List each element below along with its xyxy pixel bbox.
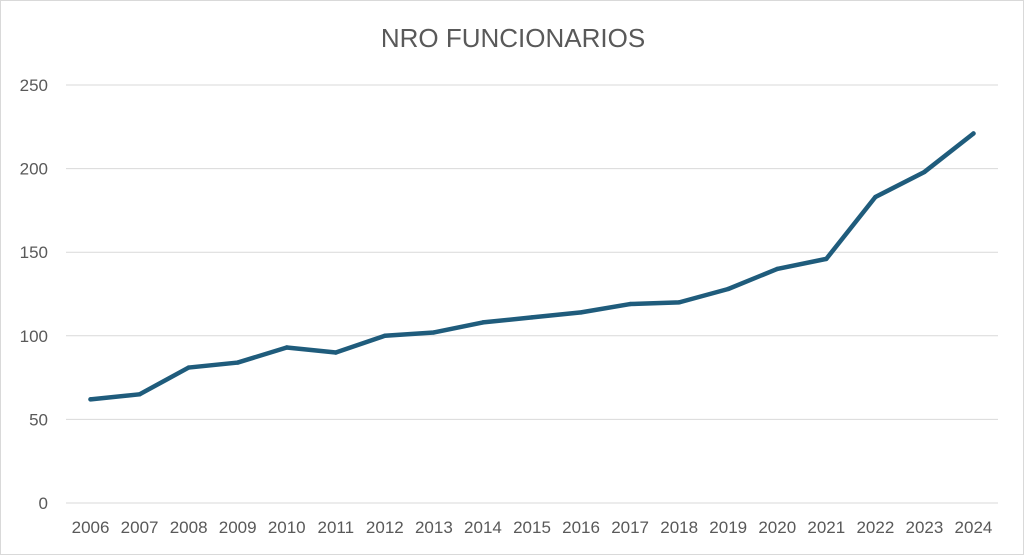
y-axis: 0 50 100 150 200 250 [20,76,48,513]
y-tick-label: 0 [39,494,48,513]
x-tick-label: 2009 [219,518,257,537]
chart-title: NRO FUNCIONARIOS [381,23,645,53]
data-point [88,397,93,402]
data-point [726,286,731,292]
x-tick-label: 2008 [170,518,208,537]
gridlines [66,84,998,504]
data-point [971,131,976,136]
x-tick-label: 2006 [72,518,110,537]
data-point [137,392,142,397]
y-tick-label: 200 [20,160,48,179]
x-tick-label: 2012 [366,518,404,537]
data-point [922,169,927,175]
x-tick-label: 2022 [856,518,894,537]
data-point [186,365,191,370]
x-tick-label: 2016 [562,518,600,537]
x-tick-label: 2021 [807,518,845,537]
data-point [235,360,240,365]
x-tick-label: 2013 [415,518,453,537]
series-layer [88,131,976,402]
x-tick-label: 2019 [709,518,747,537]
x-tick-label: 2015 [513,518,551,537]
x-tick-label: 2017 [611,518,649,537]
data-point [627,301,633,307]
x-tick-label: 2007 [121,518,159,537]
x-tick-label: 2018 [660,518,698,537]
data-point [480,320,486,325]
data-point [529,315,535,320]
x-tick-label: 2010 [268,518,306,537]
data-point [676,300,682,305]
x-tick-label: 2011 [318,518,355,537]
series-line [88,131,976,402]
data-point [775,266,780,272]
y-tick-label: 100 [20,327,48,346]
y-tick-label: 150 [20,243,48,262]
x-tick-label: 2014 [464,518,502,537]
data-point [431,330,437,335]
x-tick-label: 2024 [955,518,993,537]
x-axis: 2006 2007 2008 2009 2010 2011 2012 2013 2014 2015… [72,518,993,537]
data-point [873,194,878,200]
y-tick-label: 50 [29,410,48,429]
data-point [333,350,338,355]
data-point [578,310,584,315]
x-tick-label: 2020 [758,518,796,537]
y-tick-label: 250 [20,76,48,95]
data-point [824,256,829,262]
data-point [382,333,388,338]
data-point [284,345,289,350]
x-tick-label: 2023 [906,518,944,537]
